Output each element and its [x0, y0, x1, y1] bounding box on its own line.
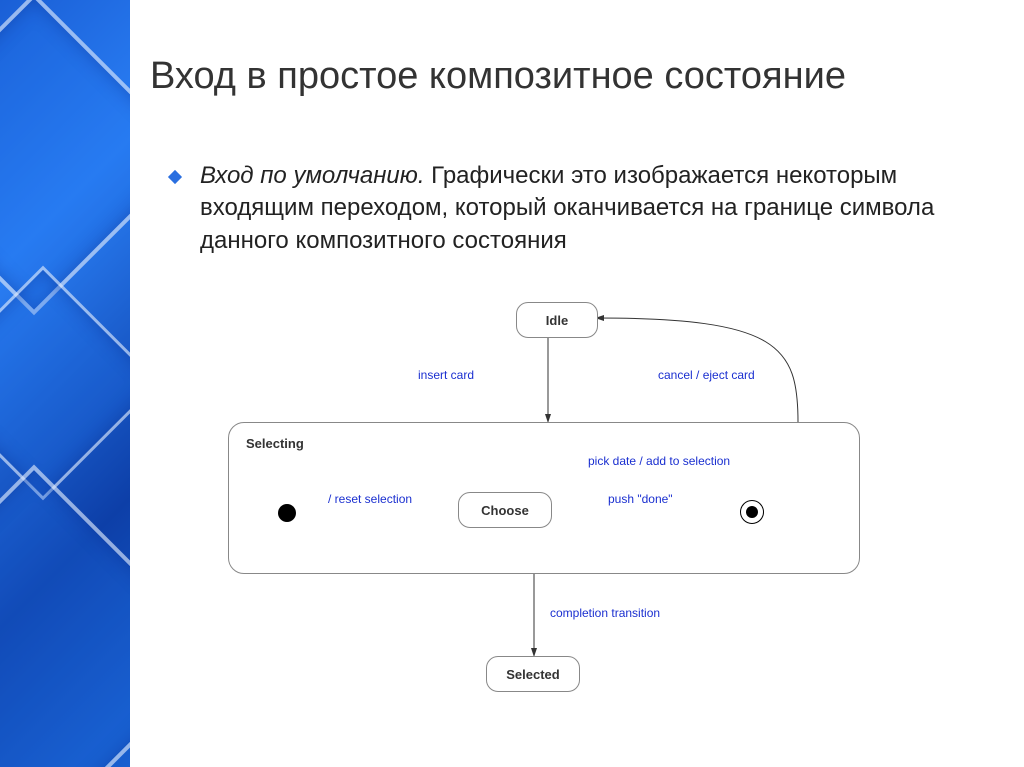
state-selected-label: Selected [506, 667, 559, 682]
state-choose: Choose [458, 492, 552, 528]
state-idle-label: Idle [546, 313, 568, 328]
label-pick-date: pick date / add to selection [588, 454, 730, 468]
state-selected: Selected [486, 656, 580, 692]
label-reset-selection: / reset selection [328, 492, 412, 506]
final-state-inner [746, 506, 758, 518]
left-decor-strip [0, 0, 130, 767]
bullet-icon [168, 170, 182, 184]
body-lead: Вход по умолчанию. [200, 162, 425, 189]
composite-label: Selecting [246, 436, 304, 451]
slide: Вход в простое композитное состояние Вхо… [0, 0, 1024, 767]
final-state [740, 500, 764, 524]
state-diagram: Selecting Idle Choose Selected insert ca… [188, 296, 908, 716]
slide-body: Вход по умолчанию. Графически это изобра… [200, 160, 960, 257]
initial-pseudostate [278, 504, 296, 522]
label-insert-card: insert card [418, 368, 474, 382]
label-cancel-eject: cancel / eject card [658, 368, 755, 382]
state-idle: Idle [516, 302, 598, 338]
label-completion: completion transition [550, 606, 660, 620]
state-choose-label: Choose [481, 503, 529, 518]
slide-title: Вход в простое композитное состояние [150, 55, 990, 98]
label-push-done: push "done" [608, 492, 673, 506]
